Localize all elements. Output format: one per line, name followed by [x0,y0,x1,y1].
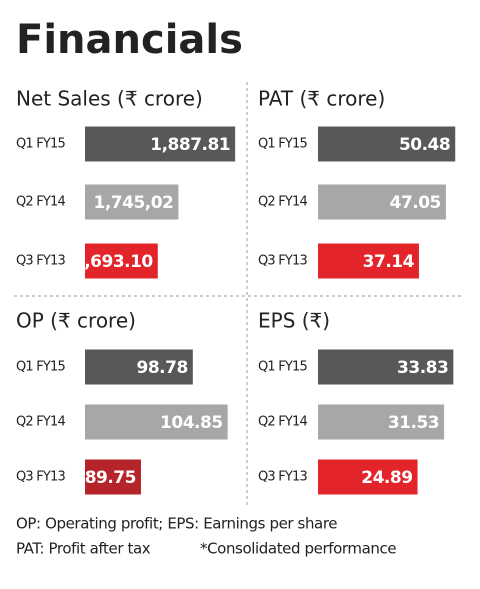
bar [318,404,445,440]
category-label: Q1 FY15 [16,137,66,152]
value-label: 37.14 [363,252,415,272]
category-label: Q3 FY13 [16,470,66,485]
category-label: Q2 FY14 [258,415,308,430]
value-label: 89.75 [85,468,136,488]
category-label: Q1 FY15 [258,360,308,375]
category-label: Q3 FY13 [16,254,66,269]
value-label: 1,887.81 [150,135,230,155]
category-label: Q1 FY15 [16,360,66,375]
value-label: 47.05 [390,193,441,213]
value-label: 1,693.10 [73,252,154,272]
value-label: 98.78 [137,358,188,378]
note: PAT: Profit after tax [16,540,151,558]
value-label: 50.48 [399,135,450,155]
note: OP: Operating profit; EPS: Earnings per … [16,515,337,533]
category-label: Q3 FY13 [258,254,308,269]
bar [318,349,454,385]
bar [318,126,456,162]
category-label: Q1 FY15 [258,137,308,152]
bar [85,404,228,440]
panel-title: EPS (₹) [258,309,330,333]
note: *Consolidated performance [200,540,396,558]
bar [318,184,446,220]
panel-title: Net Sales (₹ crore) [16,87,203,111]
value-label: 104.85 [160,413,223,433]
bar [85,243,158,279]
bar [85,184,179,220]
value-label: 24.89 [361,468,412,488]
category-label: Q2 FY14 [16,195,66,210]
bar [318,459,418,495]
bar [318,243,419,279]
category-label: Q2 FY14 [16,415,66,430]
main-title: Financials [16,17,243,63]
panel-title: PAT (₹ crore) [258,87,385,111]
value-label: 33.83 [397,358,448,378]
bar [85,126,236,162]
bar [85,459,141,495]
value-label: 31.53 [388,413,439,433]
panel-title: OP (₹ crore) [16,309,136,333]
category-label: Q2 FY14 [258,195,308,210]
bar [85,349,193,385]
value-label: 1,745,02 [94,193,174,213]
category-label: Q3 FY13 [258,470,308,485]
